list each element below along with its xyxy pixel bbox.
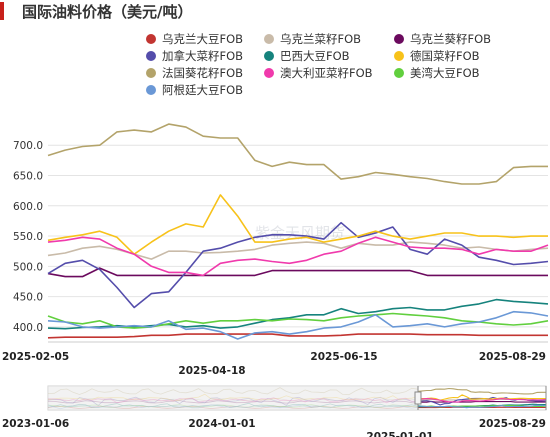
legend-label: 乌克兰大豆FOB <box>162 32 244 46</box>
legend-item[interactable]: 法国葵花籽FOB <box>146 65 243 81</box>
y-tick-label: 500.0 <box>13 261 43 273</box>
chart-legend: 乌克兰大豆FOB 乌克兰菜籽FOB 乌克兰葵籽FOB 加拿大菜籽FOB 巴西大豆FOB 德… <box>0 28 550 114</box>
legend-marker-icon <box>264 34 274 44</box>
legend-label: 乌克兰菜籽FOB <box>280 32 362 46</box>
series-line <box>47 310 549 340</box>
legend-item[interactable]: 澳大利亚菜籽FOB <box>264 65 373 81</box>
series-line <box>47 333 548 339</box>
legend-marker-icon <box>146 85 156 95</box>
legend-item[interactable]: 阿根廷大豆FOB <box>146 82 243 98</box>
series-line <box>47 298 549 330</box>
legend-marker-icon <box>394 51 404 61</box>
legend-label: 加拿大菜籽FOB <box>162 49 244 63</box>
series-line <box>47 123 548 185</box>
series-line <box>47 194 548 255</box>
series-line <box>47 236 549 277</box>
legend-label: 德国菜籽FOB <box>410 49 480 63</box>
y-tick-label: 650.0 <box>13 171 43 183</box>
legend-label: 乌克兰葵籽FOB <box>410 32 492 46</box>
legend-item[interactable]: 美湾大豆FOB <box>394 65 480 81</box>
legend-item[interactable]: 乌克兰大豆FOB <box>146 31 243 47</box>
legend-label: 美湾大豆FOB <box>410 66 480 80</box>
series-line <box>47 267 548 278</box>
legend-label: 巴西大豆FOB <box>280 49 350 63</box>
legend-marker-icon <box>146 34 156 44</box>
legend-marker-icon <box>264 68 274 78</box>
legend-label: 澳大利亚菜籽FOB <box>280 66 373 80</box>
title-bar: 国际油料价格（美元/吨） <box>0 0 550 26</box>
navigator-mask <box>48 386 418 410</box>
legend-item[interactable]: 德国菜籽FOB <box>394 48 480 64</box>
y-tick-label: 550.0 <box>13 231 43 243</box>
legend-marker-icon <box>146 51 156 61</box>
navigator-selected-line <box>417 400 546 403</box>
legend-marker-icon <box>146 68 156 78</box>
legend-label: 阿根廷大豆FOB <box>162 83 244 97</box>
x-tick-label: 2025-04-18 <box>178 365 245 377</box>
legend-item[interactable]: 乌克兰菜籽FOB <box>264 31 361 47</box>
x-tick-label: 2025-02-05 <box>2 351 69 363</box>
y-tick-label: 700.0 <box>13 140 43 152</box>
y-tick-label: 450.0 <box>13 292 43 304</box>
page-title: 国际油料价格（美元/吨） <box>22 3 193 21</box>
series-line <box>47 221 549 309</box>
navigator-end-label: 2025-08-29 <box>479 418 546 430</box>
navigator-bottom-label: 2025-01-01 <box>366 431 433 437</box>
navigator-selected-line <box>417 398 547 403</box>
legend-marker-icon <box>264 51 274 61</box>
navigator-start-label: 2023-01-06 <box>2 418 69 430</box>
y-tick-label: 600.0 <box>13 201 43 213</box>
x-tick-label: 2025-08-29 <box>479 351 546 363</box>
legend-marker-icon <box>394 34 404 44</box>
legend-marker-icon <box>394 68 404 78</box>
navigator-mid-label: 2024-01-01 <box>188 418 255 430</box>
legend-item[interactable]: 乌克兰葵籽FOB <box>394 31 491 47</box>
x-tick-label: 2025-06-15 <box>310 351 377 363</box>
navigator-drag-handle <box>414 391 422 405</box>
navigator-selected-line <box>417 404 547 409</box>
legend-item[interactable]: 巴西大豆FOB <box>264 48 350 64</box>
legend-item[interactable]: 加拿大菜籽FOB <box>146 48 243 64</box>
series-line <box>47 312 549 329</box>
y-tick-label: 400.0 <box>13 322 43 334</box>
watermark-text: 紫金天风期货 <box>255 224 345 242</box>
title-accent-bar <box>0 2 4 20</box>
navigator-selected-line <box>417 387 546 395</box>
legend-label: 法国葵花籽FOB <box>162 66 244 80</box>
